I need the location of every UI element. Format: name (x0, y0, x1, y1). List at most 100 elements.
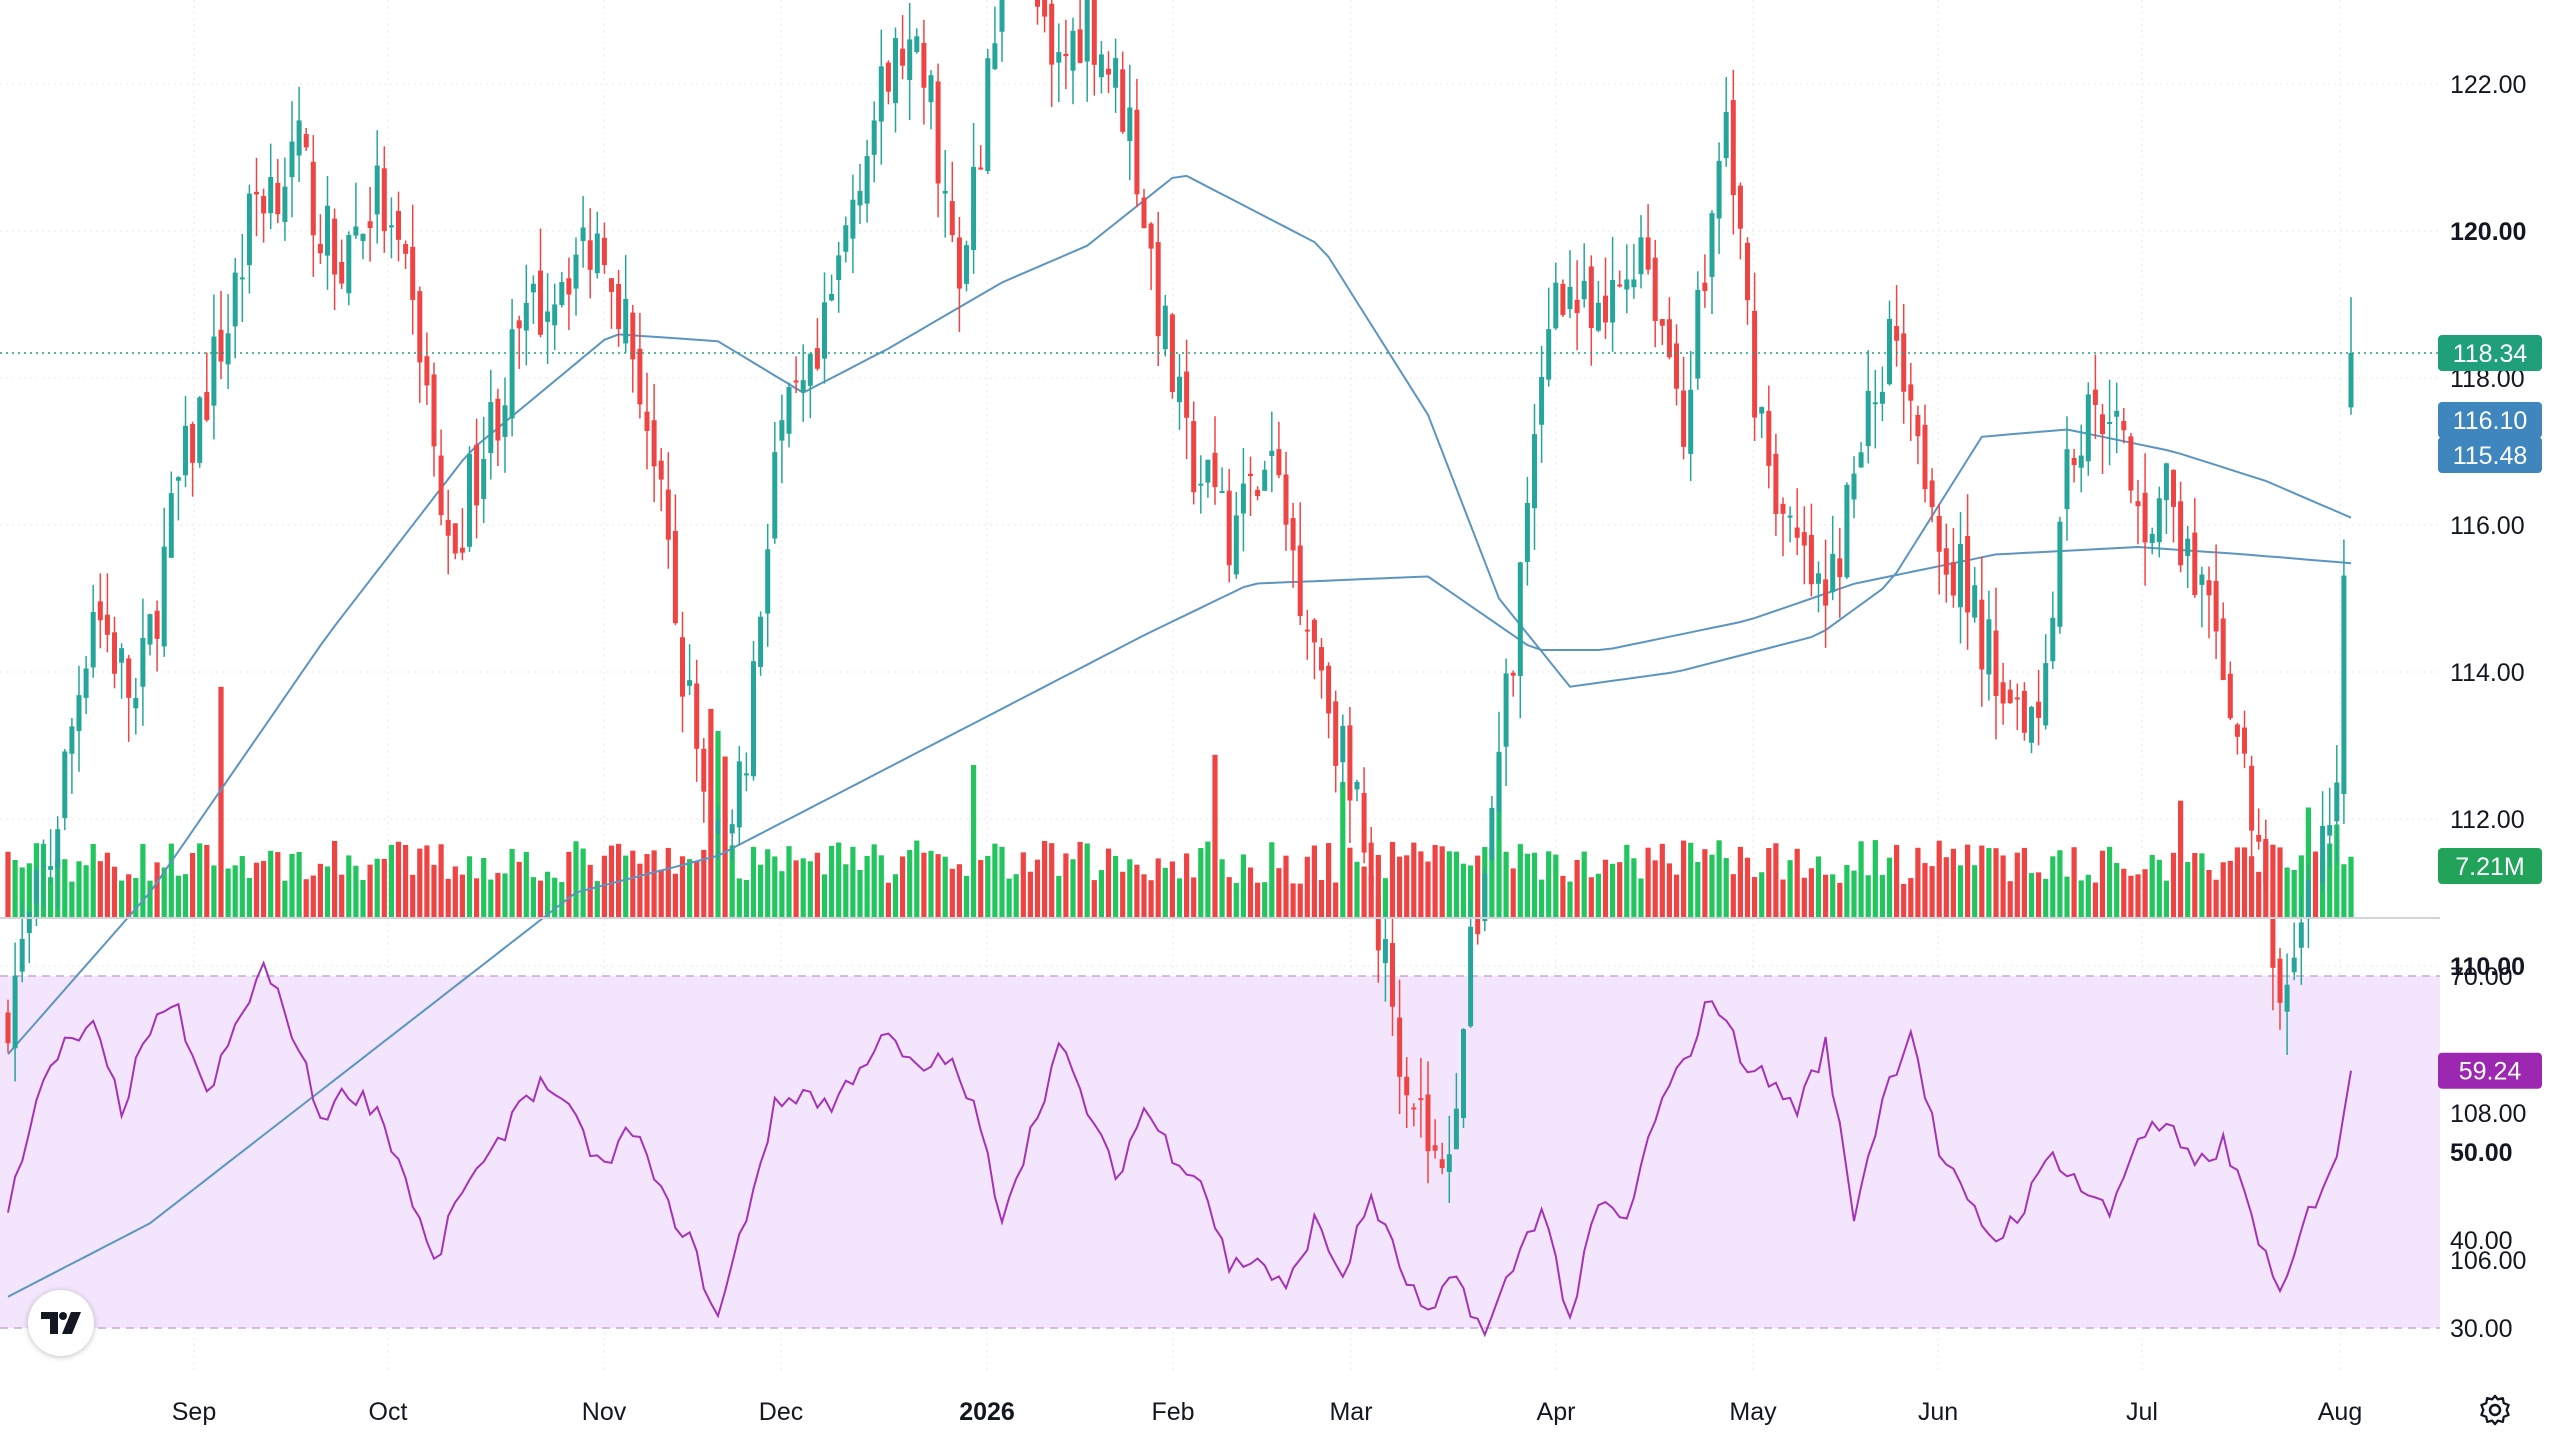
volume-bar (2142, 869, 2148, 918)
candle-body (1035, 0, 1040, 7)
candle-body (736, 761, 742, 828)
volume-bar (530, 877, 536, 918)
volume-bar (2014, 852, 2020, 918)
candle-body (2199, 574, 2205, 585)
candle-body (1865, 390, 1871, 447)
candle-body (1702, 282, 1708, 292)
candle-body (232, 272, 238, 327)
candle-body (353, 226, 359, 236)
candle-body (1468, 926, 1474, 1027)
volume-bar (403, 844, 409, 918)
candle-body (1553, 282, 1559, 329)
time-tick-label: Jul (2126, 1398, 2158, 1426)
candle-body (502, 405, 508, 437)
candle-body (516, 320, 522, 329)
rsi-tick-label: 30.00 (2450, 1315, 2513, 1343)
candle-body (2249, 765, 2255, 831)
candle-body (1262, 469, 1268, 491)
candle-body (246, 193, 252, 266)
candle-body (55, 829, 61, 869)
volume-bar (1162, 867, 1168, 918)
candle-body (1439, 1159, 1445, 1169)
volume-bar (1517, 844, 1523, 918)
volume-bar (126, 874, 132, 918)
candle-body (1382, 939, 1388, 964)
volume-bar (1141, 874, 1147, 918)
candle-body (211, 336, 217, 406)
volume-bar (900, 856, 906, 918)
candle-body (1723, 112, 1729, 159)
candle-body (69, 726, 75, 754)
volume-bar (1752, 877, 1758, 918)
candle-body (154, 610, 160, 639)
candle-body (1958, 543, 1963, 608)
volume-bar (111, 866, 118, 918)
volume-bar (1787, 860, 1793, 918)
volume-bar (736, 878, 742, 918)
candle-body (1965, 535, 1971, 613)
volume-bar (1432, 845, 1438, 918)
candle-body (62, 751, 68, 819)
candle-body (509, 329, 515, 419)
candle-body (190, 423, 196, 463)
candle-body (800, 380, 806, 392)
volume-bar (1737, 846, 1743, 918)
candle-body (2036, 701, 2042, 718)
volume-bar (2234, 847, 2240, 918)
candle-body (1375, 896, 1381, 951)
volume-bar (1120, 871, 1126, 918)
candle-body (33, 870, 39, 904)
candle-body (758, 616, 764, 667)
volume-bar (1290, 883, 1296, 918)
volume-bar (608, 845, 615, 918)
candle-body (161, 546, 167, 647)
volume-bar (765, 849, 771, 918)
volume-bar (317, 863, 323, 918)
candle-body (2220, 618, 2226, 681)
time-tick-label: May (1729, 1398, 1777, 1426)
volume-bar (246, 878, 252, 918)
candle-body (445, 519, 451, 536)
volume-bar (836, 842, 842, 918)
candle-body (1787, 515, 1793, 518)
candle-body (1326, 665, 1332, 714)
volume-bar (168, 843, 174, 918)
gear-icon[interactable] (2478, 1393, 2512, 1427)
candle-body (956, 237, 962, 289)
volume-bar (1894, 844, 1900, 918)
candle-body (1773, 453, 1779, 514)
volume-bar (1716, 840, 1722, 918)
volume-bar (1340, 782, 1346, 918)
volume-bar (2192, 853, 2198, 918)
volume-bar (2000, 855, 2006, 918)
candle-body (1446, 1154, 1452, 1173)
candle-body (261, 196, 267, 214)
volume-bar (1269, 842, 1275, 918)
candle-body (2043, 663, 2049, 726)
volume-bar (1255, 882, 1261, 918)
volume-bar (772, 856, 778, 918)
volume-bar (161, 867, 167, 918)
volume-bar (864, 855, 870, 918)
volume-bar (289, 853, 295, 918)
candle-body (1603, 295, 1608, 323)
volume-bar (580, 848, 586, 918)
volume-bar (438, 844, 444, 918)
candle-body (26, 912, 32, 934)
candle-body (1042, 0, 1048, 17)
volume-bar (395, 841, 402, 918)
candle-body (2256, 834, 2262, 842)
volume-bar (1865, 875, 1871, 918)
candle-body (1780, 503, 1786, 514)
volume-bar (1702, 849, 1708, 918)
volume-bar (623, 855, 629, 918)
candle-body (1730, 100, 1736, 196)
candle-body (218, 329, 224, 362)
volume-bar (1198, 848, 1204, 918)
volume-bar (97, 861, 103, 918)
candle-body (1872, 402, 1878, 405)
volume-bar (2170, 852, 2177, 918)
tradingview-logo-icon[interactable] (28, 1290, 94, 1356)
candle-body (2334, 782, 2340, 822)
